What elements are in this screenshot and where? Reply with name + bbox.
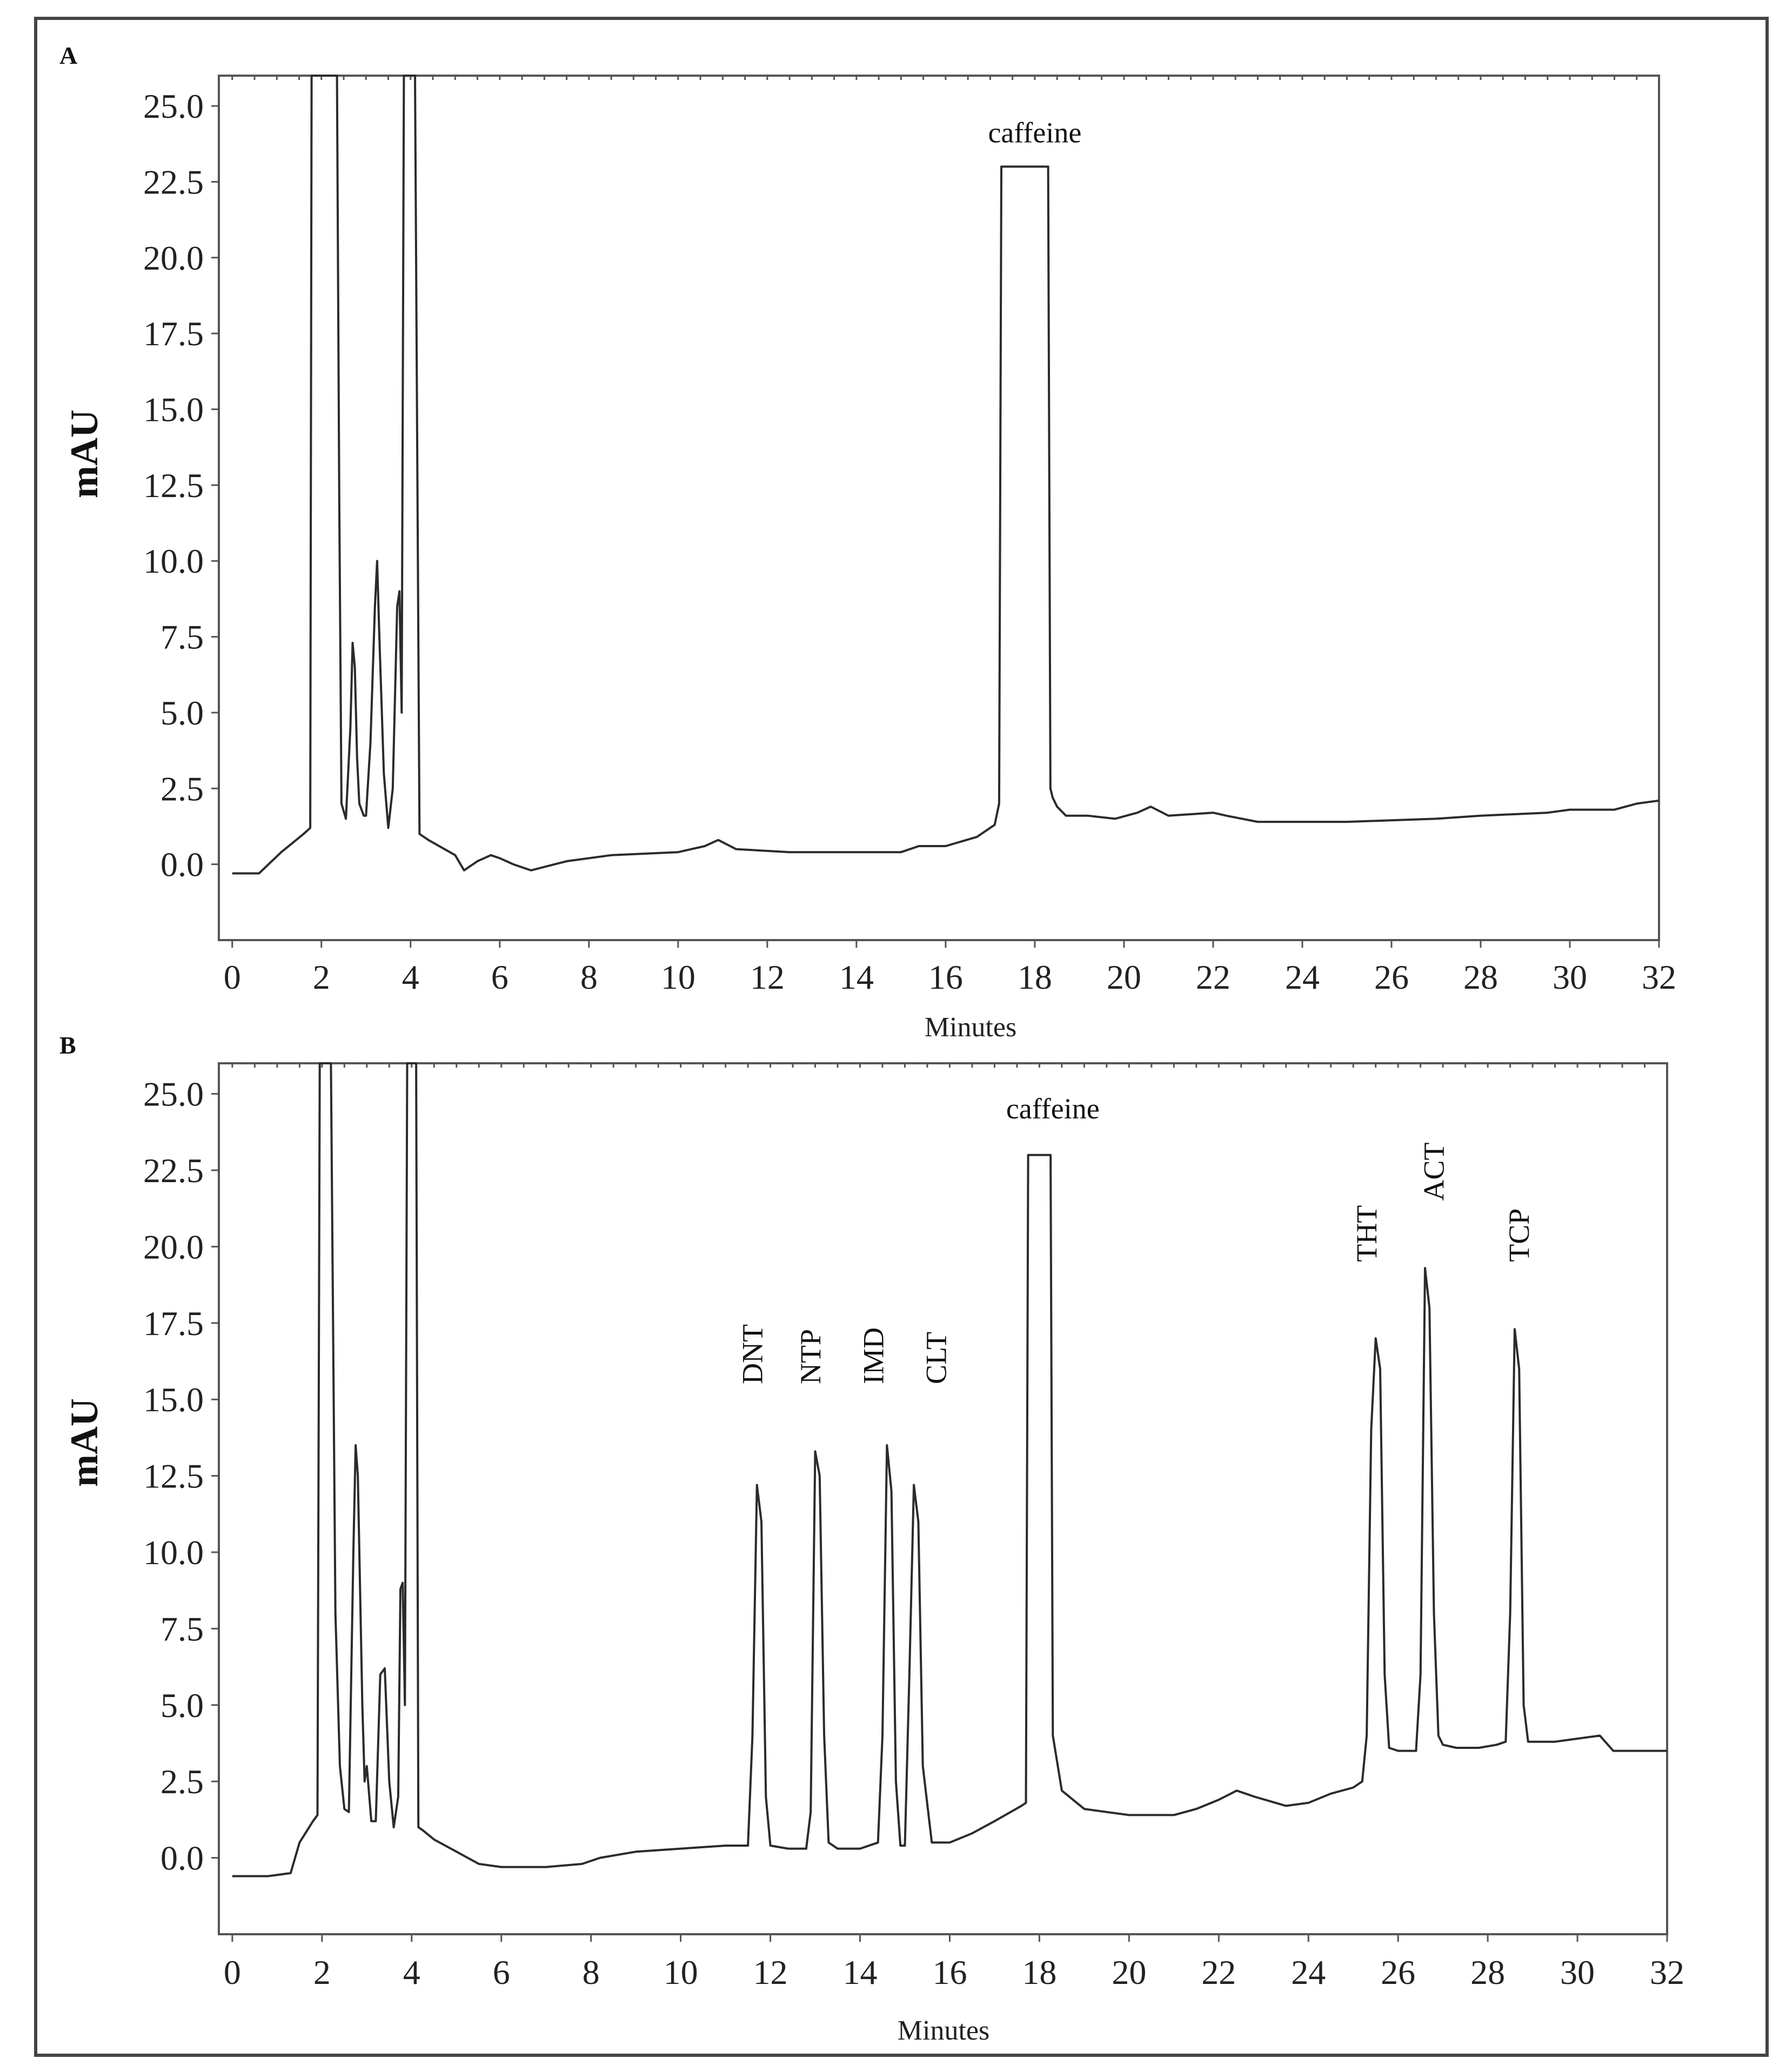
panel-a-letter: A (59, 42, 77, 69)
panel-b-peak-label-dnt: DNT (736, 1324, 768, 1384)
panel-a-ticks: 0 2 4 6 8 10 12 14 16 18 20 22 24 26 28 30 320.02.55.07.… (143, 76, 1676, 996)
panel-b-y-tick-label: 10.0 (143, 1533, 204, 1572)
panel-a-y-tick-label: 7.5 (160, 618, 204, 656)
panel-a-chromatogram-trace (232, 75, 1660, 875)
panel-a-y-tick-label: 15.0 (143, 391, 204, 429)
panel-b-chromatogram-trace (232, 1062, 1667, 1877)
panel-b-x-tick-label: 2 (313, 1953, 331, 1991)
panel-a-y-tick-label: 17.5 (143, 314, 204, 353)
panel-b-peak-label-imd: IMD (857, 1327, 889, 1384)
panel-b-x-tick-label: 0 (224, 1953, 241, 1991)
panel-a-y-tick-label: 10.0 (143, 542, 204, 580)
panel-b-y-tick-label: 17.5 (143, 1304, 204, 1343)
panel-a-x-tick-label: 14 (839, 958, 874, 996)
panel-b-peak-label-act: ACT (1418, 1142, 1450, 1201)
panel-b-peak-label-tcp: TCP (1503, 1209, 1535, 1262)
panel-b-y-tick-label: 20.0 (143, 1228, 204, 1266)
panel-b-peak-label-caffeine: caffeine (1006, 1092, 1100, 1125)
panel-b-x-tick-label: 28 (1470, 1953, 1505, 1991)
panel-a-y-tick-label: 12.5 (143, 466, 204, 505)
panel-a-x-tick-label: 6 (491, 958, 509, 996)
panel-a-y-tick-label: 2.5 (160, 769, 204, 808)
panel-b-x-tick-label: 24 (1291, 1953, 1326, 1991)
panel-a-x-tick-label: 30 (1553, 958, 1587, 996)
panel-a-x-tick-label: 26 (1374, 958, 1409, 996)
panel-b-y-tick-label: 2.5 (160, 1762, 204, 1801)
panel-b-letter: B (59, 1031, 76, 1059)
panel-b-y-tick-label: 0.0 (160, 1839, 204, 1877)
panel-a-y-tick-label: 22.5 (143, 163, 204, 201)
panel-a-x-tick-label: 12 (750, 958, 785, 996)
panel-a-x-tick-label: 22 (1196, 958, 1230, 996)
panel-b-peak-labels: caffeine DNT NTP IMD CLT THT ACT TCP (736, 1092, 1535, 1384)
panel-a-y-tick-label: 25.0 (143, 87, 204, 125)
panel-b-y-tick-label: 25.0 (143, 1075, 204, 1114)
figure-border (34, 17, 1769, 2057)
panel-b-trace-layer (232, 1062, 1667, 1877)
panel-b-x-tick-label: 18 (1022, 1953, 1056, 1991)
panel-b-y-tick-label: 22.5 (143, 1151, 204, 1190)
panel-a-peak-label-caffeine: caffeine (988, 117, 1081, 149)
panel-a-x-axis-label: Minutes (925, 1012, 1016, 1043)
panel-b: B mAU Minutes 0 2 4 6 8 10 12 14 16 18 20 22 24 26 28 3… (59, 1031, 1684, 2046)
panel-a-x-tick-label: 8 (580, 958, 598, 996)
panel-b-y-tick-label: 7.5 (160, 1610, 204, 1648)
panel-b-y-axis-label: mAU (63, 1398, 106, 1487)
panel-b-x-tick-label: 12 (753, 1953, 788, 1991)
panel-a: A mAU Minutes 0 2 4 6 8 10 12 14 16 18 20 22 24 26 28 3… (59, 42, 1676, 1043)
panel-a-y-axis-label: mAU (63, 410, 106, 498)
panel-b-x-tick-label: 20 (1112, 1953, 1146, 1991)
panel-b-x-tick-label: 26 (1381, 1953, 1415, 1991)
panel-a-y-tick-label: 20.0 (143, 239, 204, 277)
panel-b-y-tick-label: 5.0 (160, 1686, 204, 1725)
panel-b-x-tick-label: 16 (932, 1953, 967, 1991)
panel-b-x-tick-label: 4 (403, 1953, 420, 1991)
panel-a-x-tick-label: 24 (1285, 958, 1320, 996)
panel-a-x-tick-label: 4 (402, 958, 419, 996)
panel-a-x-tick-label: 16 (928, 958, 963, 996)
panel-b-x-axis-label: Minutes (898, 2015, 989, 2046)
panel-a-trace-layer (232, 75, 1660, 875)
panel-b-peak-label-ntp: NTP (794, 1329, 827, 1384)
panel-b-x-tick-label: 6 (493, 1953, 510, 1991)
panel-a-x-tick-label: 10 (661, 958, 695, 996)
panel-a-plot-frame (218, 75, 1660, 941)
panel-b-plot-frame (218, 1062, 1668, 1935)
panel-b-x-tick-label: 32 (1650, 1953, 1684, 1991)
panel-a-x-tick-label: 20 (1107, 958, 1141, 996)
panel-b-x-tick-label: 10 (664, 1953, 698, 1991)
panel-b-peak-label-tht: THT (1350, 1205, 1383, 1262)
panel-a-y-tick-label: 0.0 (160, 846, 204, 884)
panel-a-x-tick-label: 32 (1642, 958, 1676, 996)
panel-b-x-tick-label: 8 (583, 1953, 600, 1991)
panel-b-x-tick-label: 22 (1201, 1953, 1236, 1991)
panel-a-y-tick-label: 5.0 (160, 694, 204, 732)
panel-b-x-tick-label: 14 (843, 1953, 878, 1991)
panel-b-ticks: 0 2 4 6 8 10 12 14 16 18 20 22 24 26 28 30 320.02.55.07.… (143, 1063, 1684, 1991)
panel-a-x-tick-label: 2 (313, 958, 330, 996)
panel-b-x-tick-label: 30 (1560, 1953, 1595, 1991)
panel-a-x-tick-label: 18 (1018, 958, 1052, 996)
panel-a-x-tick-label: 0 (224, 958, 241, 996)
panel-b-y-tick-label: 12.5 (143, 1457, 204, 1496)
panel-b-peak-label-clt: CLT (920, 1332, 953, 1384)
panel-a-peak-labels: caffeine (988, 117, 1081, 149)
panel-b-y-tick-label: 15.0 (143, 1380, 204, 1419)
panel-a-x-tick-label: 28 (1463, 958, 1498, 996)
